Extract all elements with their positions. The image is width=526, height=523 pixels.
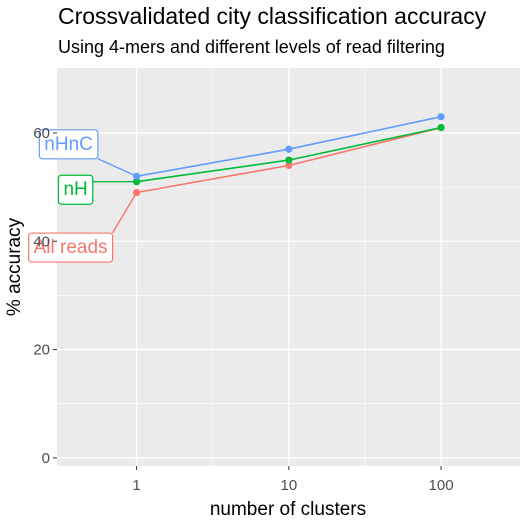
grid-layer	[57, 68, 520, 466]
series-label: All reads	[28, 192, 138, 263]
chart-title: Crossvalidated city classification accur…	[58, 3, 487, 29]
x-tick-label: 100	[429, 477, 454, 494]
y-axis-title: % accuracy	[4, 217, 25, 316]
chart-subtitle: Using 4-mers and different levels of rea…	[58, 37, 445, 57]
x-tick-label: 10	[280, 477, 297, 494]
data-point	[285, 161, 293, 170]
data-point	[285, 145, 293, 153]
data-point	[437, 113, 445, 121]
series-label-box	[38, 129, 99, 160]
series-label: nH	[57, 174, 137, 205]
label-layer: nHnC nH All reads	[28, 129, 138, 263]
x-axis-title: number of clusters	[210, 499, 366, 520]
x-tick-label: 1	[132, 477, 140, 494]
axis-layer: 0 20 40 60 1 10 100	[33, 125, 453, 494]
label-connector	[111, 192, 138, 234]
series-label-text: nHnC	[44, 134, 93, 155]
series-label-box	[57, 174, 94, 205]
y-tick-label: 60	[33, 125, 50, 142]
series-layer	[132, 113, 445, 197]
y-tick-label: 40	[33, 233, 50, 250]
label-connector	[97, 158, 137, 177]
series-label-text: All reads	[34, 237, 108, 258]
y-tick-label: 20	[33, 342, 50, 359]
series-label-text: nH	[63, 179, 87, 200]
data-point	[437, 123, 445, 132]
data-point	[285, 156, 293, 164]
series-label-box	[28, 232, 114, 263]
series-label: nHnC	[38, 129, 137, 177]
y-tick-label: 0	[42, 450, 50, 467]
